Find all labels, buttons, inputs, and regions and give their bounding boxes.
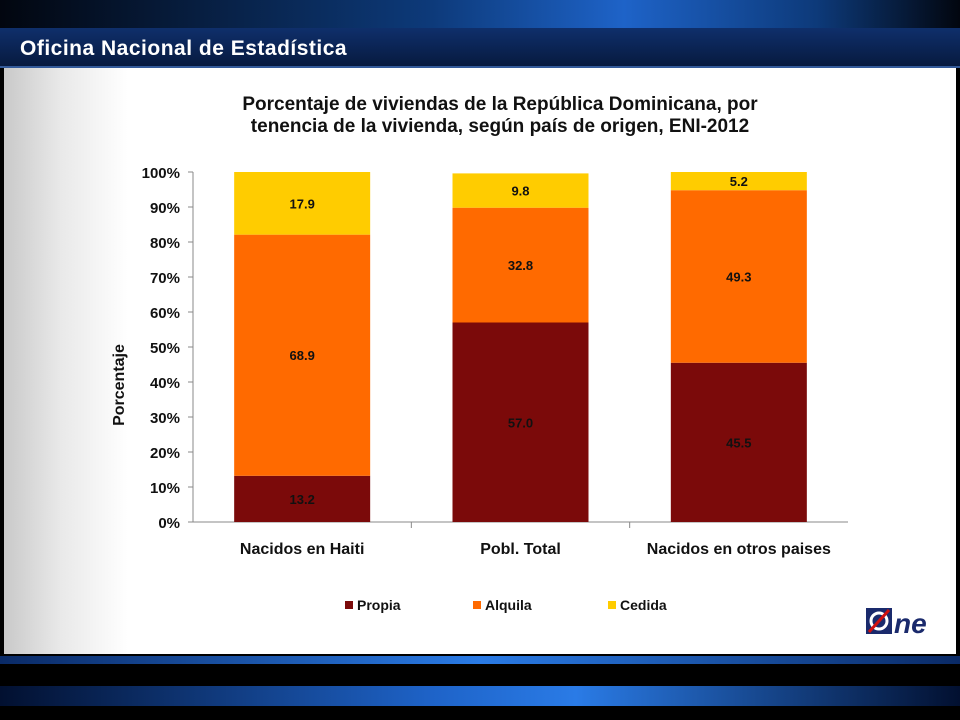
y-tick-label: 50% xyxy=(150,340,180,357)
chart-title-line1: Porcentaje de viviendas de la República … xyxy=(242,94,758,115)
y-tick-label: 80% xyxy=(150,235,180,252)
y-axis-title: Porcentaje xyxy=(111,344,128,426)
bar-propia xyxy=(234,475,371,522)
chart-title-line2: tenencia de la vivienda, según país de o… xyxy=(250,116,750,137)
bar-cedida xyxy=(670,172,807,191)
top-decor-band xyxy=(0,0,960,28)
header-bar xyxy=(0,28,960,68)
bar-alquila xyxy=(234,234,371,476)
data-label: 13.2 xyxy=(290,492,315,507)
y-tick-label: 0% xyxy=(158,515,180,532)
legend-label: Propia xyxy=(357,597,401,613)
data-label: 57.0 xyxy=(508,415,533,430)
legend-swatch-alquila xyxy=(473,601,481,609)
legend-swatch-cedida xyxy=(608,601,616,609)
legend-label: Cedida xyxy=(620,597,667,613)
bar-alquila xyxy=(670,190,807,363)
data-label: 68.9 xyxy=(290,348,315,363)
data-label: 17.9 xyxy=(290,196,315,211)
data-label: 45.5 xyxy=(726,435,751,450)
y-tick-label: 30% xyxy=(150,410,180,427)
y-tick-label: 40% xyxy=(150,375,180,392)
y-tick-label: 90% xyxy=(150,200,180,217)
one-logo: ne xyxy=(866,606,940,639)
org-title: Oficina Nacional de Estadística xyxy=(20,37,348,60)
bar-alquila xyxy=(452,207,589,323)
y-tick-label: 70% xyxy=(150,270,180,287)
y-tick-label: 100% xyxy=(142,165,180,182)
data-label: 49.3 xyxy=(726,269,751,284)
y-tick-label: 10% xyxy=(150,480,180,497)
bar-cedida xyxy=(234,172,371,235)
bar-propia xyxy=(670,362,807,522)
y-tick-label: 20% xyxy=(150,445,180,462)
data-label: 9.8 xyxy=(511,184,529,199)
bar-propia xyxy=(452,322,589,522)
data-label: 5.2 xyxy=(730,174,748,189)
x-tick-label: Pobl. Total xyxy=(480,541,561,558)
legend-label: Alquila xyxy=(485,597,532,613)
svg-text:ne: ne xyxy=(894,608,927,638)
x-tick-label: Nacidos en otros paises xyxy=(647,541,831,558)
chart-title: Porcentaje de viviendas de la República … xyxy=(200,94,800,138)
bottom-stripe-lower xyxy=(0,686,960,706)
y-tick-label: 60% xyxy=(150,305,180,322)
bottom-stripe-upper xyxy=(0,656,960,664)
bar-cedida xyxy=(452,173,589,208)
data-label: 32.8 xyxy=(508,258,533,273)
x-tick-label: Nacidos en Haiti xyxy=(240,541,364,558)
legend-swatch-propia xyxy=(345,601,353,609)
